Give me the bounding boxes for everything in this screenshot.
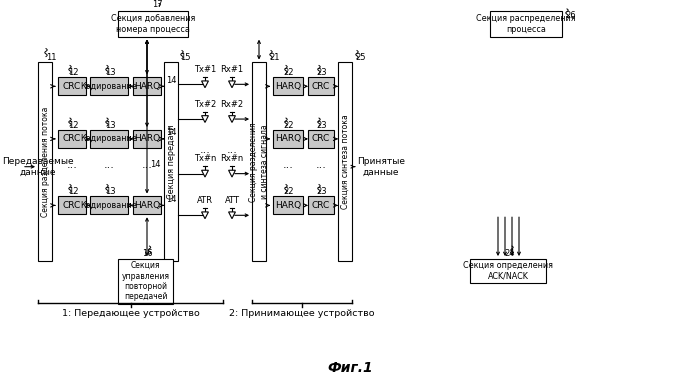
Bar bbox=[90, 197, 128, 214]
Polygon shape bbox=[229, 212, 236, 219]
Bar bbox=[490, 11, 562, 37]
Text: Rx#2: Rx#2 bbox=[220, 100, 243, 109]
Text: ...: ... bbox=[226, 145, 238, 155]
Bar bbox=[133, 130, 161, 148]
Text: ...: ... bbox=[66, 160, 78, 170]
Text: Tx#n: Tx#n bbox=[194, 154, 216, 163]
Text: Кодирование: Кодирование bbox=[80, 134, 138, 143]
Text: ...: ... bbox=[282, 160, 294, 170]
Text: HARQ: HARQ bbox=[134, 201, 160, 210]
Bar bbox=[90, 78, 128, 95]
Text: ATR: ATR bbox=[197, 196, 213, 205]
Bar bbox=[90, 130, 128, 148]
Text: 2: Принимающее устройство: 2: Принимающее устройство bbox=[229, 309, 375, 318]
Bar bbox=[58, 78, 86, 95]
Text: HARQ: HARQ bbox=[275, 134, 301, 143]
Text: Tx#2: Tx#2 bbox=[194, 100, 216, 109]
Text: ...: ... bbox=[142, 160, 152, 170]
Text: ATT: ATT bbox=[224, 196, 240, 205]
Text: ...: ... bbox=[199, 145, 210, 155]
Bar bbox=[470, 259, 546, 283]
Text: 11: 11 bbox=[46, 53, 57, 62]
Text: CRC: CRC bbox=[63, 201, 81, 210]
Text: Принятые
данные: Принятые данные bbox=[357, 157, 405, 176]
Text: ...: ... bbox=[315, 160, 326, 170]
Text: 26: 26 bbox=[565, 12, 575, 20]
Text: 12: 12 bbox=[68, 121, 78, 129]
Text: CRC: CRC bbox=[63, 134, 81, 143]
Bar bbox=[338, 63, 352, 261]
Bar bbox=[164, 63, 178, 261]
Bar bbox=[133, 78, 161, 95]
Text: Секция разделения потока: Секция разделения потока bbox=[41, 106, 50, 217]
Text: CRC: CRC bbox=[312, 134, 330, 143]
Text: 13: 13 bbox=[105, 121, 115, 129]
Text: CRC: CRC bbox=[312, 82, 330, 91]
Text: 24: 24 bbox=[505, 248, 515, 258]
Text: HARQ: HARQ bbox=[134, 82, 160, 91]
Text: Rx#1: Rx#1 bbox=[220, 65, 243, 74]
Text: 12: 12 bbox=[68, 187, 78, 196]
Bar bbox=[252, 63, 266, 261]
Text: Секция
управления
повторной
передачей: Секция управления повторной передачей bbox=[122, 261, 169, 301]
Text: 22: 22 bbox=[284, 187, 294, 196]
Text: 14: 14 bbox=[150, 160, 161, 169]
Bar bbox=[308, 78, 334, 95]
Bar bbox=[273, 130, 303, 148]
Text: Кодирование: Кодирование bbox=[80, 201, 138, 210]
Bar bbox=[118, 259, 173, 304]
Text: HARQ: HARQ bbox=[275, 82, 301, 91]
Text: 13: 13 bbox=[105, 68, 115, 77]
Polygon shape bbox=[229, 81, 236, 88]
Text: 1: Передающее устройство: 1: Передающее устройство bbox=[62, 309, 199, 318]
Text: 23: 23 bbox=[317, 121, 327, 129]
Text: 23: 23 bbox=[317, 68, 327, 77]
Text: 14: 14 bbox=[166, 129, 177, 137]
Polygon shape bbox=[201, 116, 208, 122]
Text: Кодирование: Кодирование bbox=[80, 82, 138, 91]
Text: Секция синтеза потока: Секция синтеза потока bbox=[340, 114, 350, 209]
Text: 17: 17 bbox=[152, 0, 162, 10]
Text: Секция добавления
номера процесса: Секция добавления номера процесса bbox=[111, 14, 195, 34]
Text: HARQ: HARQ bbox=[134, 134, 160, 143]
Polygon shape bbox=[201, 212, 208, 219]
Bar bbox=[118, 11, 188, 37]
Text: 12: 12 bbox=[68, 68, 78, 77]
Text: Секция определения
ACK/NACK: Секция определения ACK/NACK bbox=[463, 261, 553, 281]
Text: 14: 14 bbox=[166, 195, 177, 204]
Bar bbox=[308, 197, 334, 214]
Text: Rx#n: Rx#n bbox=[220, 154, 244, 163]
Text: ...: ... bbox=[103, 160, 115, 170]
Bar bbox=[308, 130, 334, 148]
Text: Секция передачи: Секция передачи bbox=[166, 124, 175, 199]
Bar bbox=[133, 197, 161, 214]
Text: 22: 22 bbox=[284, 121, 294, 129]
Text: 14: 14 bbox=[166, 76, 177, 85]
Text: Фиг.1: Фиг.1 bbox=[327, 361, 373, 375]
Bar bbox=[58, 130, 86, 148]
Text: 21: 21 bbox=[269, 53, 280, 62]
Text: CRC: CRC bbox=[312, 201, 330, 210]
Text: Передаваемые
данные: Передаваемые данные bbox=[2, 157, 73, 176]
Bar bbox=[58, 197, 86, 214]
Bar bbox=[273, 78, 303, 95]
Text: 15: 15 bbox=[180, 53, 191, 62]
Text: CRC: CRC bbox=[63, 82, 81, 91]
Text: Tx#1: Tx#1 bbox=[194, 65, 216, 74]
Bar bbox=[38, 63, 52, 261]
Polygon shape bbox=[229, 116, 236, 122]
Text: 16: 16 bbox=[142, 248, 153, 258]
Text: Секция распределения
процесса: Секция распределения процесса bbox=[476, 14, 576, 34]
Polygon shape bbox=[201, 170, 208, 177]
Bar bbox=[273, 197, 303, 214]
Text: 22: 22 bbox=[284, 68, 294, 77]
Text: 13: 13 bbox=[105, 187, 115, 196]
Text: Секция разделения
и синтеза сигнала: Секция разделения и синтеза сигнала bbox=[249, 122, 269, 202]
Polygon shape bbox=[201, 81, 208, 88]
Text: HARQ: HARQ bbox=[275, 201, 301, 210]
Text: 23: 23 bbox=[317, 187, 327, 196]
Text: 25: 25 bbox=[355, 53, 366, 62]
Polygon shape bbox=[229, 170, 236, 177]
